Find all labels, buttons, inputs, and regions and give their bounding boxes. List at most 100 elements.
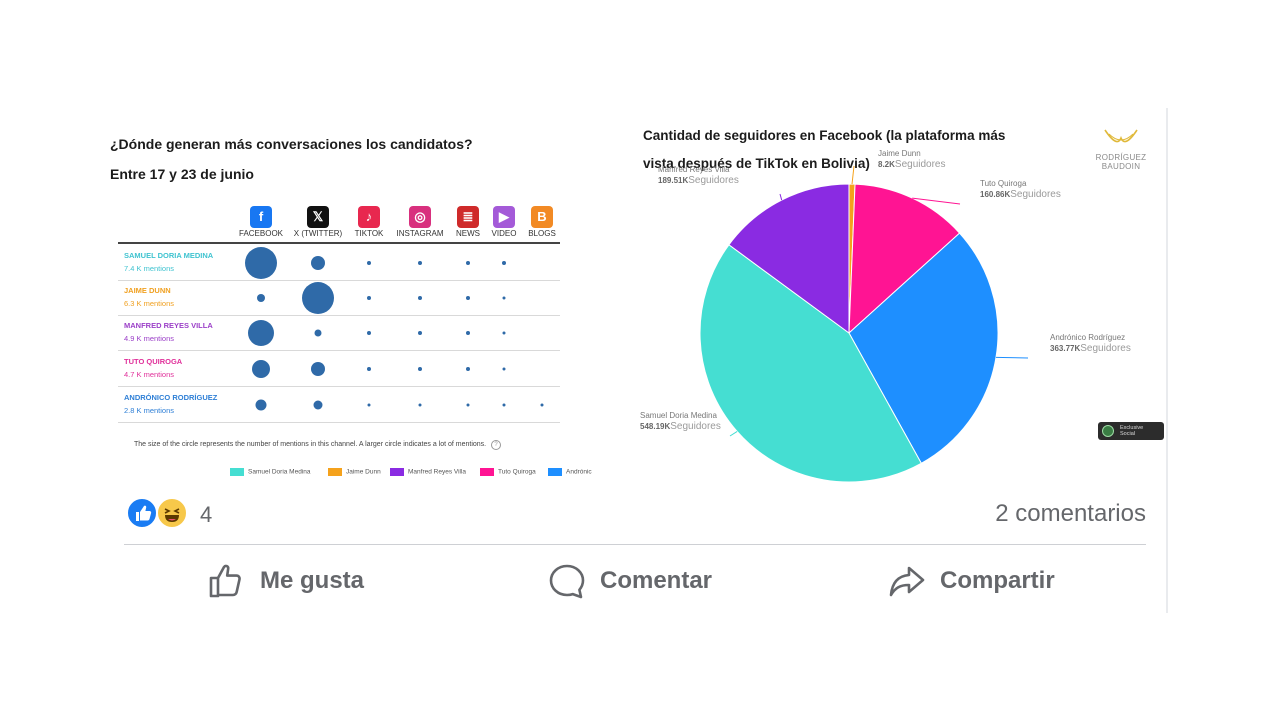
channel-label: VIDEO — [491, 229, 517, 238]
reaction-count: 4 — [200, 502, 213, 527]
mention-bubble — [314, 329, 322, 337]
followers-chart-image[interactable]: Cantidad de seguidores en Facebook (la p… — [640, 118, 1166, 482]
mention-bubble — [367, 403, 371, 407]
exclusive-social-badge: Exclusive Social — [1098, 422, 1164, 440]
like-reaction-icon — [126, 497, 158, 529]
mention-bubble — [418, 296, 422, 300]
like-label: Me gusta — [260, 567, 365, 594]
candidate-name: TUTO QUIROGA — [124, 357, 183, 366]
mention-bubble — [466, 367, 470, 371]
row-divider — [118, 350, 560, 351]
candidate-name: SAMUEL DORIA MEDINA — [124, 251, 214, 260]
mention-bubble — [502, 331, 506, 335]
mentions-legend: Samuel Doria Medina Jaime Dunn Manfred Rey… — [230, 462, 640, 482]
pie-slice-label: Andrónico Rodríguez 363.77KSeguidores — [1050, 333, 1131, 354]
instagram-icon: ◎ — [409, 206, 431, 228]
pie-slice — [699, 244, 922, 482]
mention-bubble — [367, 296, 371, 300]
candidate-mentions: 6.3 K mentions — [124, 299, 175, 308]
pie-chart — [699, 165, 1029, 482]
pie-title-line2: vista después de TikTok en Bolivia) — [643, 156, 870, 171]
tiktok-icon: ♪ — [358, 206, 380, 228]
mention-bubble — [502, 403, 506, 407]
channel-label: BLOGS — [528, 229, 556, 238]
mention-bubble — [540, 403, 544, 407]
mention-bubble — [418, 331, 422, 335]
header-divider — [118, 242, 560, 244]
mention-bubble — [502, 261, 506, 265]
candidate-name: JAIME DUNN — [124, 286, 171, 295]
video-icon: ▶ — [493, 206, 515, 228]
mention-bubble — [367, 367, 371, 371]
mention-bubble — [466, 331, 470, 335]
candidate-mentions: 4.7 K mentions — [124, 370, 175, 379]
legend-entry: Jaime Dunn — [328, 468, 381, 476]
pie-slice-label: Tuto Quiroga 160.86KSeguidores — [980, 179, 1061, 200]
row-divider — [118, 280, 560, 281]
x-twitter-icon: 𝕏 — [307, 206, 329, 228]
mention-bubble — [311, 362, 325, 376]
brand-logo: RODRÍGUEZ BAUDOIN — [1086, 128, 1156, 172]
mention-bubble — [245, 247, 277, 279]
candidate-name: ANDRÓNICO RODRÍGUEZ — [124, 393, 218, 402]
pie-slice — [728, 183, 850, 334]
thumbs-up-icon — [209, 564, 241, 598]
pie-leader-line — [779, 193, 783, 201]
help-icon: ? — [491, 440, 502, 450]
blogs-icon: B — [531, 206, 553, 228]
mention-bubble — [466, 296, 470, 300]
mention-bubble — [257, 294, 265, 302]
like-button[interactable]: Me gusta — [208, 558, 364, 604]
pie-leader-line — [995, 356, 1029, 359]
mention-bubble — [418, 261, 422, 265]
comments-count-link[interactable]: 2 comentarios — [995, 500, 1146, 527]
comment-label: Comentar — [600, 567, 713, 594]
row-divider — [118, 315, 560, 316]
row-divider — [118, 422, 560, 423]
comment-button[interactable]: Comentar — [548, 558, 712, 604]
mention-bubble — [252, 360, 270, 378]
mention-bubble — [302, 282, 334, 314]
pie-slice — [848, 232, 999, 464]
legend-entry: Tuto Quiroga — [480, 468, 536, 476]
mention-bubble — [311, 256, 325, 270]
mention-bubble — [502, 367, 506, 371]
pie-slice-label: Manfred Reyes Villa 189.51KSeguidores — [658, 165, 739, 186]
share-arrow-icon — [889, 566, 925, 597]
facebook-icon: f — [250, 206, 272, 228]
mentions-footnote: The size of the circle represents the nu… — [134, 440, 502, 450]
row-divider — [118, 386, 560, 387]
actions-divider — [124, 544, 1146, 545]
mentions-chart-subtitle: Entre 17 y 23 de junio — [110, 166, 254, 182]
channel-label: TIKTOK — [354, 229, 384, 238]
legend-entry: Manfred Reyes Villa — [390, 468, 466, 476]
comment-bubble-icon — [549, 564, 585, 599]
pie-leader-line — [851, 165, 855, 185]
mention-bubble — [418, 403, 422, 407]
mention-bubble — [255, 399, 267, 411]
legend-entry: Samuel Doria Medina — [230, 468, 311, 476]
candidate-mentions: 7.4 K mentions — [124, 264, 175, 273]
candidate-name: MANFRED REYES VILLA — [124, 321, 213, 330]
news-icon: ≣ — [457, 206, 479, 228]
candidate-mentions: 4.9 K mentions — [124, 334, 175, 343]
channel-label: NEWS — [456, 229, 480, 238]
mention-bubble — [418, 367, 422, 371]
pie-leader-line — [912, 197, 961, 205]
channel-label: X (TWITTER) — [293, 229, 343, 238]
pie-title-line1: Cantidad de seguidores en Facebook (la p… — [643, 128, 1006, 143]
share-button[interactable]: Compartir — [888, 558, 1055, 604]
mention-bubble — [367, 331, 371, 335]
channel-label: FACEBOOK — [238, 229, 284, 238]
mention-bubble — [502, 296, 506, 300]
pie-slice-label: Samuel Doria Medina 548.19KSeguidores — [640, 411, 721, 432]
mention-bubble — [248, 320, 274, 346]
mention-bubble — [466, 403, 470, 407]
share-label: Compartir — [940, 567, 1055, 594]
haha-reaction-icon — [156, 497, 188, 529]
mentions-chart-title: ¿Dónde generan más conversaciones los ca… — [110, 136, 473, 152]
pie-slice-label: Jaime Dunn 8.2KSeguidores — [878, 149, 946, 170]
post-border — [1166, 108, 1168, 613]
mentions-chart-image[interactable]: ¿Dónde generan más conversaciones los ca… — [110, 118, 640, 482]
logo-mark-icon — [1104, 129, 1138, 143]
